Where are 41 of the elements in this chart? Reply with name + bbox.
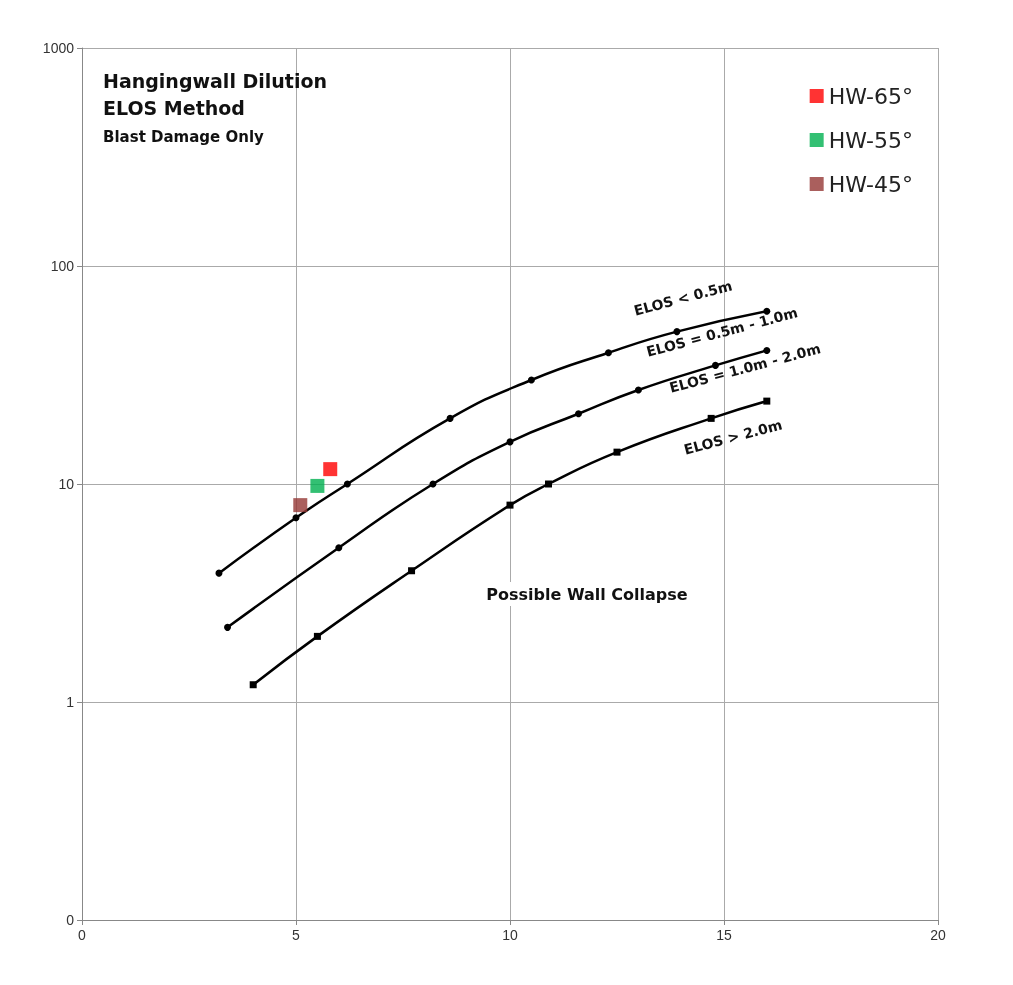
x-tick-label: 15 xyxy=(716,927,732,943)
y-tick-label: 1000 xyxy=(42,40,75,56)
point xyxy=(634,386,642,394)
legend-label: HW-45° xyxy=(828,171,914,197)
point xyxy=(323,462,338,477)
point xyxy=(335,544,343,552)
legend-label: HW-55° xyxy=(828,127,914,153)
annotation: Possible Wall Collapse xyxy=(486,584,688,604)
point xyxy=(673,328,681,336)
y-tick-label: 0 xyxy=(66,912,75,928)
point xyxy=(574,410,582,418)
point xyxy=(313,632,321,640)
x-tick-label: 10 xyxy=(502,927,518,943)
point xyxy=(408,567,416,575)
point xyxy=(763,346,771,354)
point xyxy=(506,501,514,509)
x-tick-label: 0 xyxy=(78,927,87,943)
point xyxy=(613,448,621,456)
point xyxy=(707,414,715,422)
text: Hangingwall Dilution ELOS Method xyxy=(103,69,328,119)
x-tick-label: 20 xyxy=(930,927,946,943)
x-tick-label: 5 xyxy=(292,927,301,943)
point xyxy=(604,349,612,357)
y-tick-label: 100 xyxy=(50,258,75,274)
point xyxy=(527,376,535,384)
point xyxy=(224,623,232,631)
point xyxy=(249,681,257,689)
annotation: ELOS > 2.0m xyxy=(682,416,784,458)
annotation: ELOS < 0.5m xyxy=(632,277,734,319)
point xyxy=(343,480,351,488)
point xyxy=(446,414,454,422)
text: Blast Damage Only xyxy=(103,127,265,146)
point xyxy=(292,514,300,522)
point xyxy=(711,361,719,369)
point xyxy=(310,478,325,493)
point xyxy=(763,397,771,405)
y-tick-label: 1 xyxy=(66,694,75,710)
point xyxy=(293,498,308,513)
y-tick-label: 10 xyxy=(58,476,75,492)
point xyxy=(545,480,553,488)
legend-label: HW-65° xyxy=(828,83,914,109)
